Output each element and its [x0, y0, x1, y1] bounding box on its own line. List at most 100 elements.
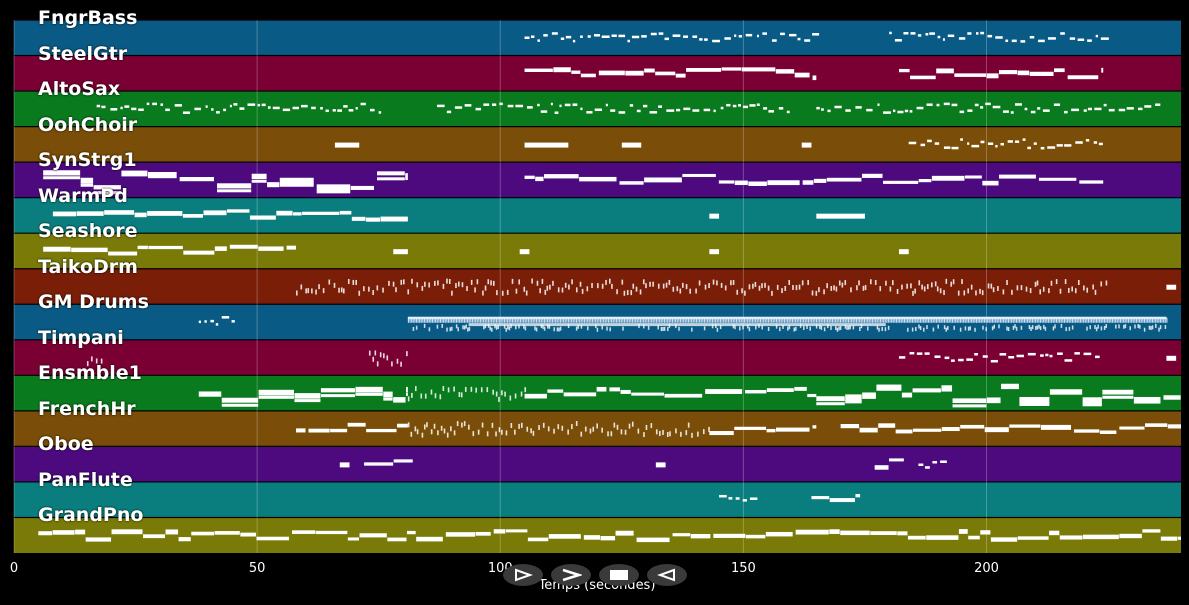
note — [939, 288, 942, 294]
note — [426, 422, 428, 428]
note — [986, 397, 1001, 404]
note — [1132, 317, 1134, 323]
note — [1049, 389, 1083, 395]
note — [652, 281, 654, 287]
note — [376, 361, 379, 367]
note — [836, 327, 839, 332]
note — [982, 325, 984, 330]
note — [726, 103, 731, 107]
stop-button[interactable] — [599, 564, 639, 586]
note — [716, 317, 718, 323]
note — [407, 422, 410, 428]
note — [447, 387, 450, 393]
note — [378, 111, 382, 114]
note — [995, 317, 997, 323]
note — [457, 327, 459, 332]
note — [672, 533, 691, 537]
note — [1115, 317, 1117, 323]
note — [889, 317, 891, 323]
note — [507, 325, 509, 330]
note — [816, 213, 865, 219]
note — [536, 280, 539, 286]
note — [1006, 317, 1008, 323]
note — [417, 317, 419, 323]
note — [364, 462, 394, 466]
note — [1059, 317, 1061, 323]
note — [534, 317, 536, 323]
note — [422, 317, 424, 323]
note — [642, 104, 648, 108]
note — [393, 397, 406, 403]
note — [958, 37, 966, 40]
rewind-button[interactable] — [647, 564, 687, 586]
forward-button[interactable] — [551, 564, 591, 586]
note — [1108, 317, 1110, 323]
note — [178, 537, 191, 542]
note — [619, 181, 644, 185]
note — [593, 34, 601, 37]
note — [446, 317, 448, 323]
note — [607, 431, 609, 437]
note — [664, 37, 669, 41]
note — [790, 317, 792, 323]
note — [530, 35, 535, 38]
note — [1071, 108, 1079, 112]
note — [575, 421, 578, 427]
note — [812, 75, 817, 81]
note — [990, 359, 998, 363]
note — [294, 393, 321, 399]
note — [923, 317, 925, 323]
note — [477, 429, 480, 435]
note — [434, 393, 437, 399]
note — [897, 110, 904, 114]
note — [705, 317, 707, 323]
note — [610, 431, 613, 437]
note — [257, 103, 261, 107]
note — [1024, 107, 1028, 111]
note — [437, 104, 445, 108]
note — [110, 108, 118, 111]
note — [601, 35, 610, 39]
note — [320, 394, 355, 398]
note — [1035, 325, 1037, 330]
note — [535, 317, 538, 323]
note — [532, 430, 535, 436]
note — [462, 317, 464, 323]
note — [589, 428, 592, 434]
note — [481, 422, 484, 428]
note — [433, 317, 435, 323]
note — [923, 327, 925, 332]
note — [143, 534, 166, 539]
note — [293, 212, 302, 216]
note — [789, 33, 797, 37]
note — [458, 392, 461, 398]
note — [1102, 395, 1134, 399]
note — [1000, 142, 1004, 146]
note — [71, 247, 108, 253]
note — [1003, 317, 1005, 323]
note — [609, 327, 611, 332]
note — [509, 395, 512, 401]
note — [849, 325, 851, 330]
note — [764, 282, 766, 288]
note — [616, 289, 618, 295]
note — [557, 287, 560, 293]
note — [990, 283, 993, 289]
play-button[interactable] — [503, 564, 543, 586]
note — [1025, 317, 1027, 323]
note — [605, 279, 607, 285]
note — [546, 285, 549, 291]
note — [968, 535, 980, 540]
note — [974, 327, 976, 332]
note — [566, 317, 568, 323]
note — [1119, 533, 1142, 539]
note — [1012, 325, 1015, 330]
note — [947, 34, 955, 38]
note — [472, 431, 475, 437]
note — [852, 325, 855, 330]
note — [743, 105, 748, 109]
note — [1155, 323, 1157, 328]
note — [1023, 317, 1026, 323]
note — [874, 279, 877, 285]
note — [685, 284, 688, 290]
